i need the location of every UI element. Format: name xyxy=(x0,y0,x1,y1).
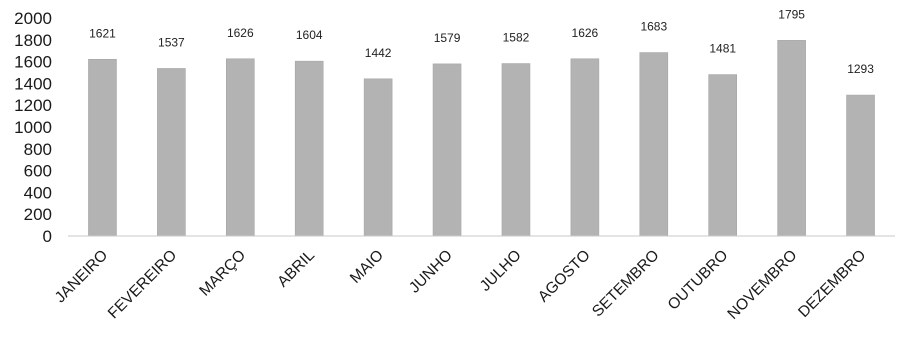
y-tick-label: 2000 xyxy=(14,9,52,28)
x-tick-label: MARÇO xyxy=(196,247,249,300)
x-tick-label: FEVEREIRO xyxy=(105,247,180,322)
data-label: 1683 xyxy=(640,20,667,34)
x-tick-label: ABRIL xyxy=(274,247,318,291)
bars xyxy=(88,40,875,237)
y-axis-ticks: 0 200 400 600 800 1000 1200 1400 1600 1800 2000 xyxy=(14,9,52,246)
bar-setembro xyxy=(639,52,669,237)
bar-janeiro xyxy=(88,59,117,237)
bar-abril xyxy=(294,60,324,237)
y-tick-label: 1600 xyxy=(14,53,52,72)
x-tick-label: NOVEMBRO xyxy=(724,247,800,323)
bar-outubro xyxy=(708,74,738,237)
data-label: 1604 xyxy=(296,28,323,42)
data-label: 1481 xyxy=(709,42,736,56)
bar-fevereiro xyxy=(157,68,186,237)
bar-novembro xyxy=(777,40,806,237)
x-tick-label: AGOSTO xyxy=(535,247,594,306)
data-label: 1626 xyxy=(227,26,254,40)
bar-dezembro xyxy=(846,94,875,237)
data-label: 1579 xyxy=(434,31,461,45)
y-tick-label: 200 xyxy=(24,205,52,224)
y-tick-label: 1400 xyxy=(14,74,52,93)
y-tick-label: 800 xyxy=(24,140,52,159)
x-tick-label: JANEIRO xyxy=(52,247,112,307)
data-label: 1795 xyxy=(778,7,805,21)
x-tick-label: DEZEMBRO xyxy=(795,247,869,321)
bar-maio xyxy=(363,78,393,237)
x-tick-label: MAIO xyxy=(347,247,387,287)
x-tick-label: JUNHO xyxy=(406,247,456,297)
data-label: 1582 xyxy=(503,31,530,45)
data-label: 1442 xyxy=(365,46,392,60)
bar-julho xyxy=(501,63,531,237)
bar-março xyxy=(225,58,255,237)
y-tick-label: 400 xyxy=(24,183,52,202)
y-tick-label: 1000 xyxy=(14,118,52,137)
data-label: 1537 xyxy=(158,35,185,49)
y-tick-label: 1800 xyxy=(14,31,52,50)
data-labels: 1621 1537 1626 1604 1442 1579 1582 1626 1683 1481… xyxy=(89,7,874,76)
bar-agosto xyxy=(570,58,600,237)
y-tick-label: 0 xyxy=(43,227,52,246)
bar-junho xyxy=(432,63,462,237)
data-label: 1293 xyxy=(847,62,874,76)
x-tick-label: OUTUBRO xyxy=(665,247,732,314)
y-tick-label: 1200 xyxy=(14,96,52,115)
data-label: 1626 xyxy=(572,26,599,40)
data-label: 1621 xyxy=(89,26,116,40)
x-tick-label: JULHO xyxy=(477,247,525,295)
y-tick-label: 600 xyxy=(24,162,52,181)
x-tick-label: SETEMBRO xyxy=(589,247,663,321)
